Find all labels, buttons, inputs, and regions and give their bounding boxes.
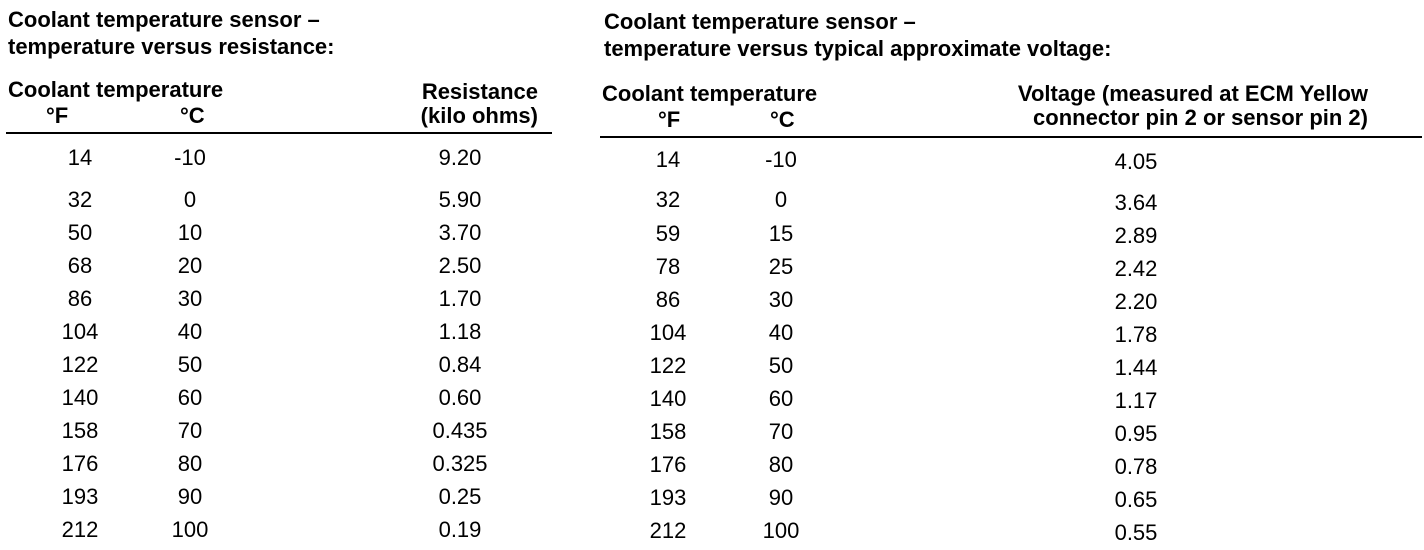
fahrenheit-cell: 68 xyxy=(67,253,93,278)
resistance-cell: 9.20 xyxy=(438,145,482,170)
celsius-cell: 20 xyxy=(177,253,203,278)
fahrenheit-cell: 86 xyxy=(655,287,681,312)
celsius-cell: 15 xyxy=(768,221,794,246)
voltage-cell: 3.64 xyxy=(1114,190,1158,215)
voltage-cell: 1.17 xyxy=(1114,388,1158,413)
celsius-header: °C xyxy=(770,107,795,132)
celsius-cell: 30 xyxy=(768,287,794,312)
voltage-cell: 0.65 xyxy=(1114,487,1158,512)
celsius-cell: 0 xyxy=(774,187,788,212)
resistance-header-line2: (kilo ohms) xyxy=(420,103,538,128)
voltage-title-line2: temperature versus typical approximate v… xyxy=(604,36,1112,61)
celsius-cell: -10 xyxy=(174,145,206,170)
celsius-cell: 100 xyxy=(171,517,209,542)
voltage-header: Voltage (measured at ECM Yellow connecto… xyxy=(908,82,1368,130)
voltage-cell: 4.05 xyxy=(1114,149,1158,174)
fahrenheit-cell: 104 xyxy=(649,320,687,345)
fahrenheit-cell: 158 xyxy=(61,418,99,443)
fahrenheit-cell: 158 xyxy=(649,419,687,444)
resistance-title-line1: Coolant temperature sensor – xyxy=(8,7,320,32)
celsius-cell: 90 xyxy=(177,484,203,509)
resistance-cell: 2.50 xyxy=(438,253,482,278)
coolant-temperature-header: Coolant temperature xyxy=(602,81,818,106)
fahrenheit-cell: 104 xyxy=(61,319,99,344)
coolant-temperature-header: Coolant temperature xyxy=(8,77,224,102)
celsius-header: °C xyxy=(180,103,205,128)
celsius-cell: 0 xyxy=(183,187,197,212)
voltage-cell: 1.78 xyxy=(1114,322,1158,347)
celsius-cell: 25 xyxy=(768,254,794,279)
voltage-cell: 0.55 xyxy=(1114,520,1158,545)
resistance-table-title: Coolant temperature sensor – temperature… xyxy=(8,6,335,60)
celsius-cell: 30 xyxy=(177,286,203,311)
header-rule xyxy=(600,136,1422,138)
celsius-cell: 80 xyxy=(768,452,794,477)
fahrenheit-cell: 176 xyxy=(61,451,99,476)
celsius-cell: 60 xyxy=(768,386,794,411)
celsius-cell: -10 xyxy=(765,147,797,172)
fahrenheit-cell: 122 xyxy=(649,353,687,378)
voltage-header-line2: connector pin 2 or sensor pin 2) xyxy=(1033,105,1368,130)
celsius-cell: 70 xyxy=(177,418,203,443)
voltage-header-line1: Voltage (measured at ECM Yellow xyxy=(1017,81,1368,106)
fahrenheit-cell: 193 xyxy=(649,485,687,510)
resistance-cell: 0.19 xyxy=(438,517,482,542)
voltage-table-title: Coolant temperature sensor – temperature… xyxy=(604,8,1111,62)
resistance-cell: 0.435 xyxy=(432,418,488,443)
resistance-title-line2: temperature versus resistance: xyxy=(8,34,335,59)
fahrenheit-cell: 122 xyxy=(61,352,99,377)
fahrenheit-cell: 14 xyxy=(655,147,681,172)
voltage-cell: 2.89 xyxy=(1114,223,1158,248)
voltage-cell: 2.20 xyxy=(1114,289,1158,314)
fahrenheit-cell: 86 xyxy=(67,286,93,311)
fahrenheit-cell: 32 xyxy=(67,187,93,212)
celsius-cell: 50 xyxy=(177,352,203,377)
fahrenheit-cell: 212 xyxy=(649,518,687,543)
celsius-cell: 10 xyxy=(177,220,203,245)
resistance-header: Resistance (kilo ohms) xyxy=(396,80,538,128)
resistance-cell: 0.84 xyxy=(438,352,482,377)
celsius-cell: 90 xyxy=(768,485,794,510)
voltage-cell: 0.95 xyxy=(1114,421,1158,446)
celsius-cell: 40 xyxy=(768,320,794,345)
fahrenheit-cell: 50 xyxy=(67,220,93,245)
fahrenheit-cell: 212 xyxy=(61,517,99,542)
celsius-cell: 50 xyxy=(768,353,794,378)
resistance-header-line1: Resistance xyxy=(421,79,538,104)
resistance-cell: 0.325 xyxy=(432,451,488,476)
voltage-cell: 1.44 xyxy=(1114,355,1158,380)
fahrenheit-cell: 140 xyxy=(61,385,99,410)
resistance-cell: 0.25 xyxy=(438,484,482,509)
fahrenheit-cell: 78 xyxy=(655,254,681,279)
celsius-cell: 70 xyxy=(768,419,794,444)
voltage-title-line1: Coolant temperature sensor – xyxy=(604,9,916,34)
resistance-cell: 1.70 xyxy=(438,286,482,311)
resistance-cell: 5.90 xyxy=(438,187,482,212)
fahrenheit-header: °F xyxy=(46,103,69,128)
voltage-cell: 2.42 xyxy=(1114,256,1158,281)
header-rule xyxy=(6,132,552,134)
resistance-cell: 1.18 xyxy=(438,319,482,344)
celsius-cell: 60 xyxy=(177,385,203,410)
fahrenheit-cell: 14 xyxy=(67,145,93,170)
celsius-cell: 80 xyxy=(177,451,203,476)
celsius-cell: 40 xyxy=(177,319,203,344)
fahrenheit-cell: 32 xyxy=(655,187,681,212)
celsius-cell: 100 xyxy=(762,518,800,543)
resistance-cell: 0.60 xyxy=(438,385,482,410)
resistance-cell: 3.70 xyxy=(438,220,482,245)
fahrenheit-cell: 59 xyxy=(655,221,681,246)
fahrenheit-cell: 140 xyxy=(649,386,687,411)
fahrenheit-cell: 176 xyxy=(649,452,687,477)
fahrenheit-cell: 193 xyxy=(61,484,99,509)
fahrenheit-header: °F xyxy=(658,107,681,132)
voltage-cell: 0.78 xyxy=(1114,454,1158,479)
